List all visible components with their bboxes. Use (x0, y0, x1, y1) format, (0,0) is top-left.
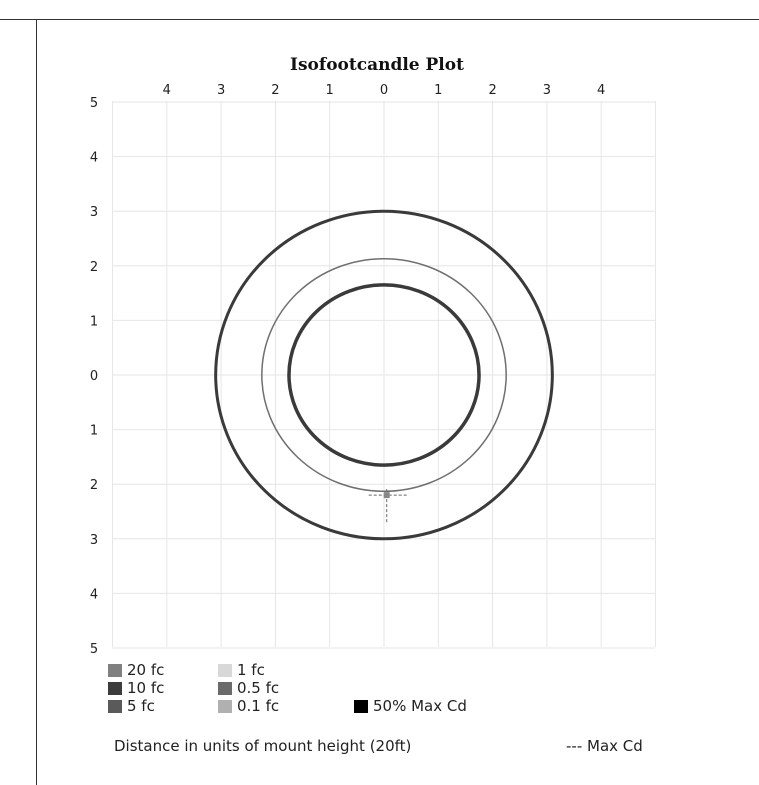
legend-swatch (218, 699, 232, 713)
legend-item: 0.1 fc (218, 698, 279, 714)
legend-label: 5 fc (127, 697, 155, 715)
x-tick-label: 2 (488, 83, 496, 98)
legend-label: 1 fc (237, 661, 265, 679)
legend-swatch (108, 681, 122, 695)
x-tick-label: 1 (326, 83, 334, 98)
legend-label: 50% Max Cd (373, 697, 467, 715)
max-cd-point (383, 492, 390, 499)
contour-0_1-fc (214, 209, 554, 541)
legend-label: 0.1 fc (237, 697, 280, 715)
frame-top-border (0, 19, 759, 20)
y-tick-label: 3 (90, 205, 98, 220)
max-cd-marker-layer (368, 489, 409, 524)
frame-left-border (36, 19, 37, 785)
y-tick-label: 4 (90, 587, 98, 602)
contour-layer (214, 209, 554, 541)
x-tick-label: 0 (380, 83, 388, 98)
legend-swatch (354, 699, 368, 713)
legend-item: 50% Max Cd (354, 698, 467, 714)
x-tick-label: 3 (543, 83, 551, 98)
y-tick-label: 3 (90, 533, 98, 548)
y-tick-label: 0 (90, 369, 98, 384)
legend-item: 1 fc (218, 662, 265, 678)
y-tick-label: 1 (90, 314, 98, 329)
tick-label-layer: 4 3 2 1 0 1 2 3 4 5 4 3 2 1 0 1 2 3 4 5 (90, 83, 605, 657)
y-tick-label: 4 (90, 151, 98, 166)
legend-label: 0.5 fc (237, 679, 280, 697)
legend-label: 10 fc (127, 679, 165, 697)
max-cd-legend-note: --- Max Cd (566, 737, 643, 755)
legend-label: 20 fc (127, 661, 165, 679)
grid-layer (112, 101, 656, 649)
legend-swatch (108, 663, 122, 677)
contour-5-fc (287, 283, 481, 467)
x-tick-label: 4 (597, 83, 605, 98)
chart-title: Isofootcandle Plot (290, 55, 464, 75)
y-tick-label: 2 (90, 260, 98, 275)
x-tick-label: 2 (271, 83, 279, 98)
legend-item: 5 fc (108, 698, 155, 714)
y-tick-label: 2 (90, 478, 98, 493)
legend-item: 0.5 fc (218, 680, 279, 696)
y-tick-label: 5 (90, 642, 98, 657)
legend-item: 20 fc (108, 662, 164, 678)
contour-1-fc (261, 257, 507, 493)
legend-swatch (108, 699, 122, 713)
legend-item: 10 fc (108, 680, 164, 696)
x-tick-label: 4 (163, 83, 171, 98)
legend-swatch (218, 663, 232, 677)
y-tick-label: 1 (90, 424, 98, 439)
legend-swatch (218, 681, 232, 695)
x-tick-label: 1 (434, 83, 442, 98)
x-axis-label: Distance in units of mount height (20ft) (114, 737, 412, 755)
y-tick-label: 5 (90, 96, 98, 111)
x-tick-label: 3 (217, 83, 225, 98)
